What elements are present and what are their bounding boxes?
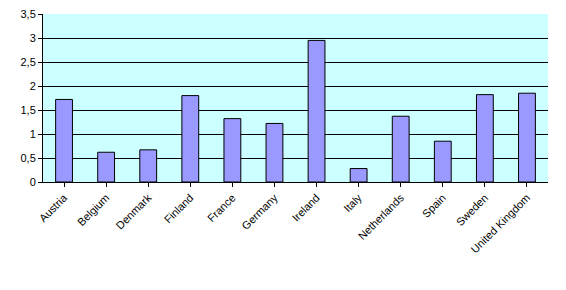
svg-text:3: 3 — [30, 32, 36, 44]
svg-text:2,5: 2,5 — [21, 56, 36, 68]
svg-text:Finland: Finland — [162, 192, 196, 226]
svg-text:0: 0 — [30, 176, 36, 188]
svg-text:Italy: Italy — [341, 191, 364, 214]
svg-text:2: 2 — [30, 80, 36, 92]
svg-text:1,5: 1,5 — [21, 104, 36, 116]
svg-text:United Kingdom: United Kingdom — [468, 192, 532, 256]
svg-text:1: 1 — [30, 128, 36, 140]
svg-text:Germany: Germany — [239, 191, 280, 232]
svg-text:Spain: Spain — [420, 192, 448, 220]
svg-text:3,5: 3,5 — [21, 8, 36, 20]
svg-text:Netherlands: Netherlands — [356, 191, 407, 242]
svg-text:Austria: Austria — [37, 191, 70, 224]
svg-text:0,5: 0,5 — [21, 152, 36, 164]
svg-text:France: France — [205, 192, 238, 225]
svg-text:Sweden: Sweden — [454, 192, 491, 229]
svg-text:Denmark: Denmark — [113, 191, 153, 231]
svg-text:Ireland: Ireland — [290, 192, 322, 224]
svg-text:Belgium: Belgium — [75, 192, 112, 229]
